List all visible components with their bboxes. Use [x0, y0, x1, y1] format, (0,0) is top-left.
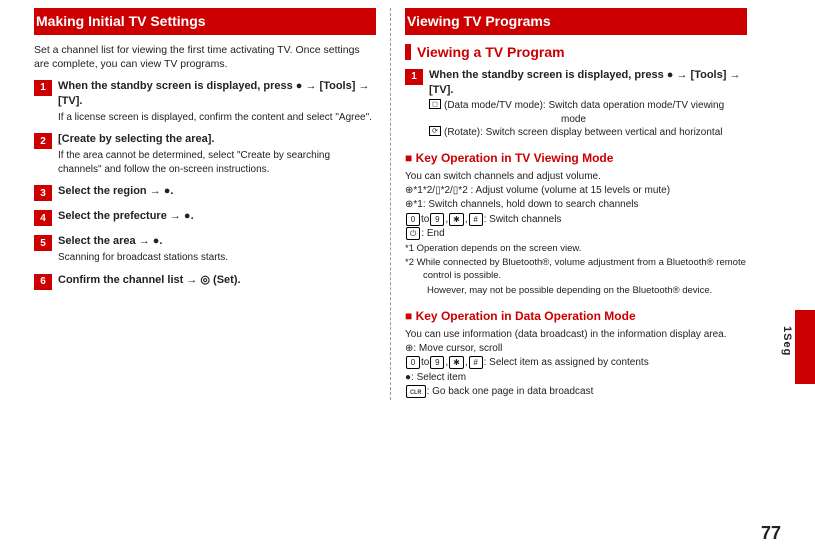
- tv-line-2: ⊕*1: Switch channels, hold down to searc…: [405, 198, 747, 212]
- key-end: ⏻: [406, 227, 420, 240]
- right-banner: Viewing TV Programs: [393, 8, 747, 35]
- tv-line-1: ⊕*1*2/▯*2/▯*2 : Adjust volume (volume at…: [405, 184, 747, 198]
- viewing-heading-text: Viewing a TV Program: [417, 43, 565, 62]
- step-num: 3: [34, 185, 52, 201]
- data-line-1: ⊕: Move cursor, scroll: [405, 342, 747, 356]
- step-title: When the standby screen is displayed, pr…: [58, 79, 376, 109]
- step-3: 3 Select the region → ●.: [34, 184, 376, 201]
- step-title: Confirm the channel list → ◎ (Set).: [58, 273, 376, 288]
- step-desc: Scanning for broadcast stations starts.: [58, 251, 376, 265]
- clr-text: : Go back one page in data broadcast: [427, 385, 594, 399]
- sub-data-heading: Key Operation in Data Operation Mode: [405, 308, 747, 324]
- step-title: Select the area → ●.: [58, 234, 376, 249]
- step-num: 2: [34, 133, 52, 149]
- left-banner-text: Making Initial TV Settings: [36, 12, 206, 31]
- viewing-heading: Viewing a TV Program: [405, 43, 747, 62]
- step-desc: If a license screen is displayed, confir…: [58, 111, 376, 125]
- mode2-text: (Rotate): Switch screen display between …: [444, 126, 722, 140]
- mode1-text: (Data mode/TV mode): Switch data operati…: [444, 99, 724, 113]
- step-num: 6: [34, 274, 52, 290]
- tv-line-4: ⏻ : End: [405, 227, 747, 241]
- left-banner: Making Initial TV Settings: [22, 8, 376, 35]
- data-line-3: ●: Select item: [405, 371, 747, 385]
- step-title: [Create by selecting the area].: [58, 132, 376, 147]
- end-text: : End: [421, 227, 444, 241]
- step-4: 4 Select the prefecture → ●.: [34, 209, 376, 226]
- data-intro: You can use information (data broadcast)…: [405, 328, 747, 342]
- to-text: to: [421, 213, 429, 227]
- sub-tv-heading: Key Operation in TV Viewing Mode: [405, 150, 747, 166]
- to-text: to: [421, 356, 429, 370]
- line2-post: : Select item as assigned by contents: [484, 356, 649, 370]
- left-intro: Set a channel list for viewing the first…: [34, 43, 376, 71]
- footnote-1: *1 Operation depends on the screen view.: [405, 243, 747, 256]
- key-star: ✱: [449, 213, 464, 226]
- step-desc: If the area cannot be determined, select…: [58, 149, 376, 176]
- right-banner-text: Viewing TV Programs: [407, 12, 551, 31]
- step-5: 5 Select the area → ●. Scanning for broa…: [34, 234, 376, 264]
- key-9: 9: [430, 213, 444, 226]
- line3-post: : Switch channels: [484, 213, 562, 227]
- side-label: 1Seg: [779, 326, 794, 356]
- mode-line-2: ⟳ (Rotate): Switch screen display betwee…: [429, 126, 747, 140]
- page-number: 77: [761, 521, 781, 545]
- key-hash: #: [469, 356, 483, 369]
- data-line-2: 0 to 9, ✱, # : Select item as assigned b…: [405, 356, 747, 370]
- tv-intro: You can switch channels and adjust volum…: [405, 170, 747, 184]
- mode-line-1: ◻ (Data mode/TV mode): Switch data opera…: [429, 99, 747, 113]
- step-title: When the standby screen is displayed, pr…: [429, 68, 747, 98]
- side-tab: [795, 310, 815, 384]
- step-6: 6 Confirm the channel list → ◎ (Set).: [34, 273, 376, 290]
- step-2: 2 [Create by selecting the area]. If the…: [34, 132, 376, 176]
- step-num: 4: [34, 210, 52, 226]
- key-0: 0: [406, 213, 420, 226]
- rotate-icon: ⟳: [429, 126, 441, 136]
- step-num: 1: [405, 69, 423, 85]
- step-num: 1: [34, 80, 52, 96]
- data-mode-icon: ◻: [429, 99, 441, 109]
- step-title: Select the region → ●.: [58, 184, 376, 199]
- data-line-4: ᴄʟʀ : Go back one page in data broadcast: [405, 385, 747, 399]
- mode1-cont: mode: [561, 113, 747, 127]
- step-1: 1 When the standby screen is displayed, …: [34, 79, 376, 124]
- right-step-1: 1 When the standby screen is displayed, …: [405, 68, 747, 140]
- footnote-3: However, may not be possible depending o…: [405, 285, 747, 298]
- step-title: Select the prefecture → ●.: [58, 209, 376, 224]
- key-hash: #: [469, 213, 483, 226]
- footnote-2: *2 While connected by Bluetooth®, volume…: [405, 257, 747, 283]
- tv-line-3: 0 to 9, ✱, # : Switch channels: [405, 213, 747, 227]
- key-star: ✱: [449, 356, 464, 369]
- step-num: 5: [34, 235, 52, 251]
- key-9: 9: [430, 356, 444, 369]
- key-clr: ᴄʟʀ: [406, 385, 426, 398]
- key-0: 0: [406, 356, 420, 369]
